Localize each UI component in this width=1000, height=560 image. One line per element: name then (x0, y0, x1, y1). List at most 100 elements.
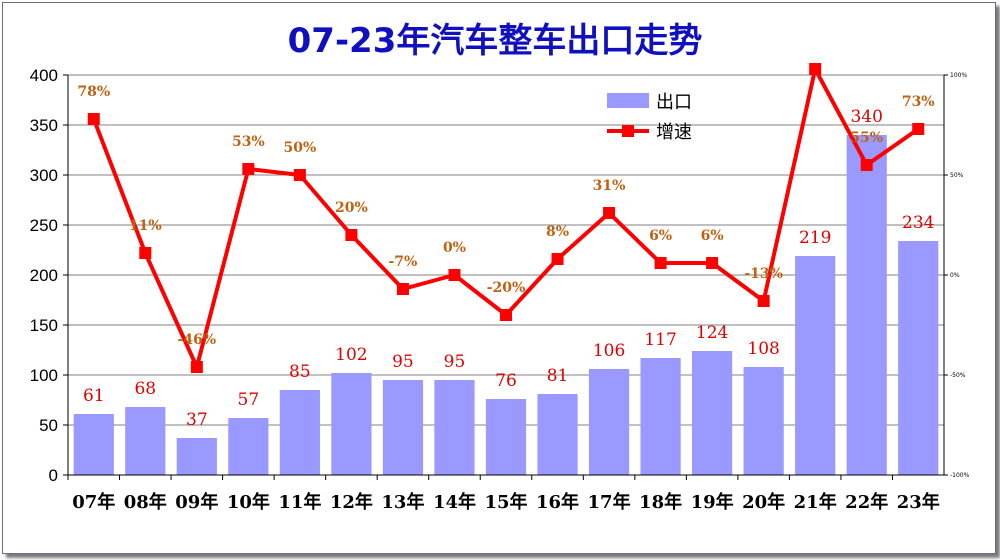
growth-point (860, 159, 873, 171)
y-tick-label: 200 (30, 266, 58, 285)
bar (382, 380, 424, 475)
x-tick-label: 19年 (691, 491, 734, 513)
y2-tick-label: 50% (950, 172, 964, 179)
growth-point (654, 257, 667, 269)
growth-point (757, 295, 770, 307)
bar (537, 394, 578, 475)
growth-point (190, 361, 203, 373)
bar (485, 399, 527, 475)
growth-value-label: 6% (701, 228, 724, 244)
growth-point (242, 163, 255, 175)
legend: 出口 增速 (607, 92, 692, 143)
legend-bar-swatch (607, 93, 649, 108)
y-tick-label: 50 (39, 416, 58, 435)
data-labels: 61 68 37 57 85 102 95 95 76 81 106 117 124 108 219 340 2… (77, 84, 934, 430)
bar-value-label: 57 (238, 390, 260, 410)
bar (846, 135, 887, 475)
y-tick-label: 400 (30, 66, 58, 85)
y2-tick-label: 0% (950, 272, 960, 279)
growth-line-series (87, 63, 925, 373)
bar-value-label: 219 (799, 228, 831, 248)
y-tick-label: 0 (49, 466, 58, 485)
growth-point (396, 283, 409, 295)
growth-value-label: 11% (129, 218, 162, 234)
bar (692, 351, 733, 475)
growth-point (551, 253, 564, 265)
axes: 0 50 100 150 200 250 300 350 400 -100% -50% 0% 50% 10… (30, 66, 970, 513)
bar-value-label: 106 (593, 341, 625, 361)
bar-value-label: 102 (335, 345, 367, 365)
x-tick-label: 21年 (794, 491, 837, 513)
bar (228, 418, 269, 475)
bar (795, 256, 836, 475)
x-tick-label: 22年 (845, 491, 888, 513)
x-tick-label: 23年 (897, 491, 940, 513)
growth-point (809, 63, 822, 75)
growth-value-label: -7% (389, 254, 418, 270)
growth-point (912, 123, 925, 135)
growth-value-label: -46% (178, 332, 217, 348)
bar (331, 373, 372, 475)
bar-value-label: 95 (444, 352, 466, 372)
legend-bar-label: 出口 (656, 92, 692, 113)
growth-value-label: -20% (487, 280, 526, 296)
growth-value-label: -13% (744, 266, 783, 282)
y2-tick-label: -100% (950, 472, 970, 479)
x-tick-label: 07年 (72, 491, 115, 513)
growth-value-label: 78% (77, 84, 110, 100)
x-tick-label: 16年 (536, 491, 579, 513)
growth-value-label: 8% (546, 224, 569, 240)
bar (434, 380, 475, 475)
bar-value-label: 340 (850, 107, 882, 127)
growth-value-label: 6% (649, 228, 672, 244)
bar (743, 367, 784, 475)
bar-value-label: 61 (83, 386, 105, 406)
bar-value-label: 76 (495, 371, 517, 391)
bar (588, 369, 630, 475)
growth-point (706, 257, 719, 269)
bar-value-label: 81 (547, 366, 569, 386)
growth-point (87, 113, 100, 125)
growth-point (603, 207, 616, 219)
x-tick-label: 14年 (433, 491, 476, 513)
x-tick-label: 17年 (588, 491, 631, 513)
y-tick-label: 250 (30, 216, 58, 235)
growth-value-label: 73% (902, 94, 935, 110)
x-tick-label: 18年 (639, 491, 682, 513)
bar-value-label: 37 (186, 410, 208, 430)
y-tick-label: 350 (30, 116, 58, 135)
legend-line-label: 增速 (656, 122, 692, 143)
growth-point (139, 247, 152, 259)
bar-value-label: 68 (134, 379, 156, 399)
bar (279, 390, 320, 475)
growth-line (91, 67, 920, 369)
bar (73, 414, 114, 475)
x-tick-label: 12年 (330, 491, 373, 513)
x-tick-label: 08年 (124, 491, 167, 513)
bar-value-label: 234 (902, 213, 934, 233)
y-tick-label: 150 (30, 316, 58, 335)
x-tick-label: 11年 (278, 491, 321, 513)
bar-value-label: 108 (747, 339, 779, 359)
bar (125, 407, 166, 475)
x-tick-label: 13年 (381, 491, 424, 513)
bar (176, 438, 217, 475)
growth-value-label: 53% (232, 134, 265, 150)
y2-tick-label: -50% (950, 372, 966, 379)
growth-value-label: 20% (335, 200, 368, 216)
bar-value-label: 85 (289, 362, 311, 382)
x-tick-label: 15年 (484, 491, 527, 513)
growth-value-label: 0% (443, 240, 466, 256)
x-tick-label: 09年 (175, 491, 218, 513)
growth-point (293, 169, 306, 181)
growth-value-label: 50% (283, 140, 316, 156)
y-tick-label: 300 (30, 166, 58, 185)
y-tick-label: 100 (30, 366, 58, 385)
legend-line-marker (622, 125, 634, 137)
bar (898, 241, 939, 475)
bar-value-label: 117 (644, 330, 676, 350)
bar-value-label: 124 (696, 323, 728, 343)
x-tick-label: 10年 (227, 491, 270, 513)
chart-title: 07-23年汽车整车出口走势 (288, 21, 703, 61)
